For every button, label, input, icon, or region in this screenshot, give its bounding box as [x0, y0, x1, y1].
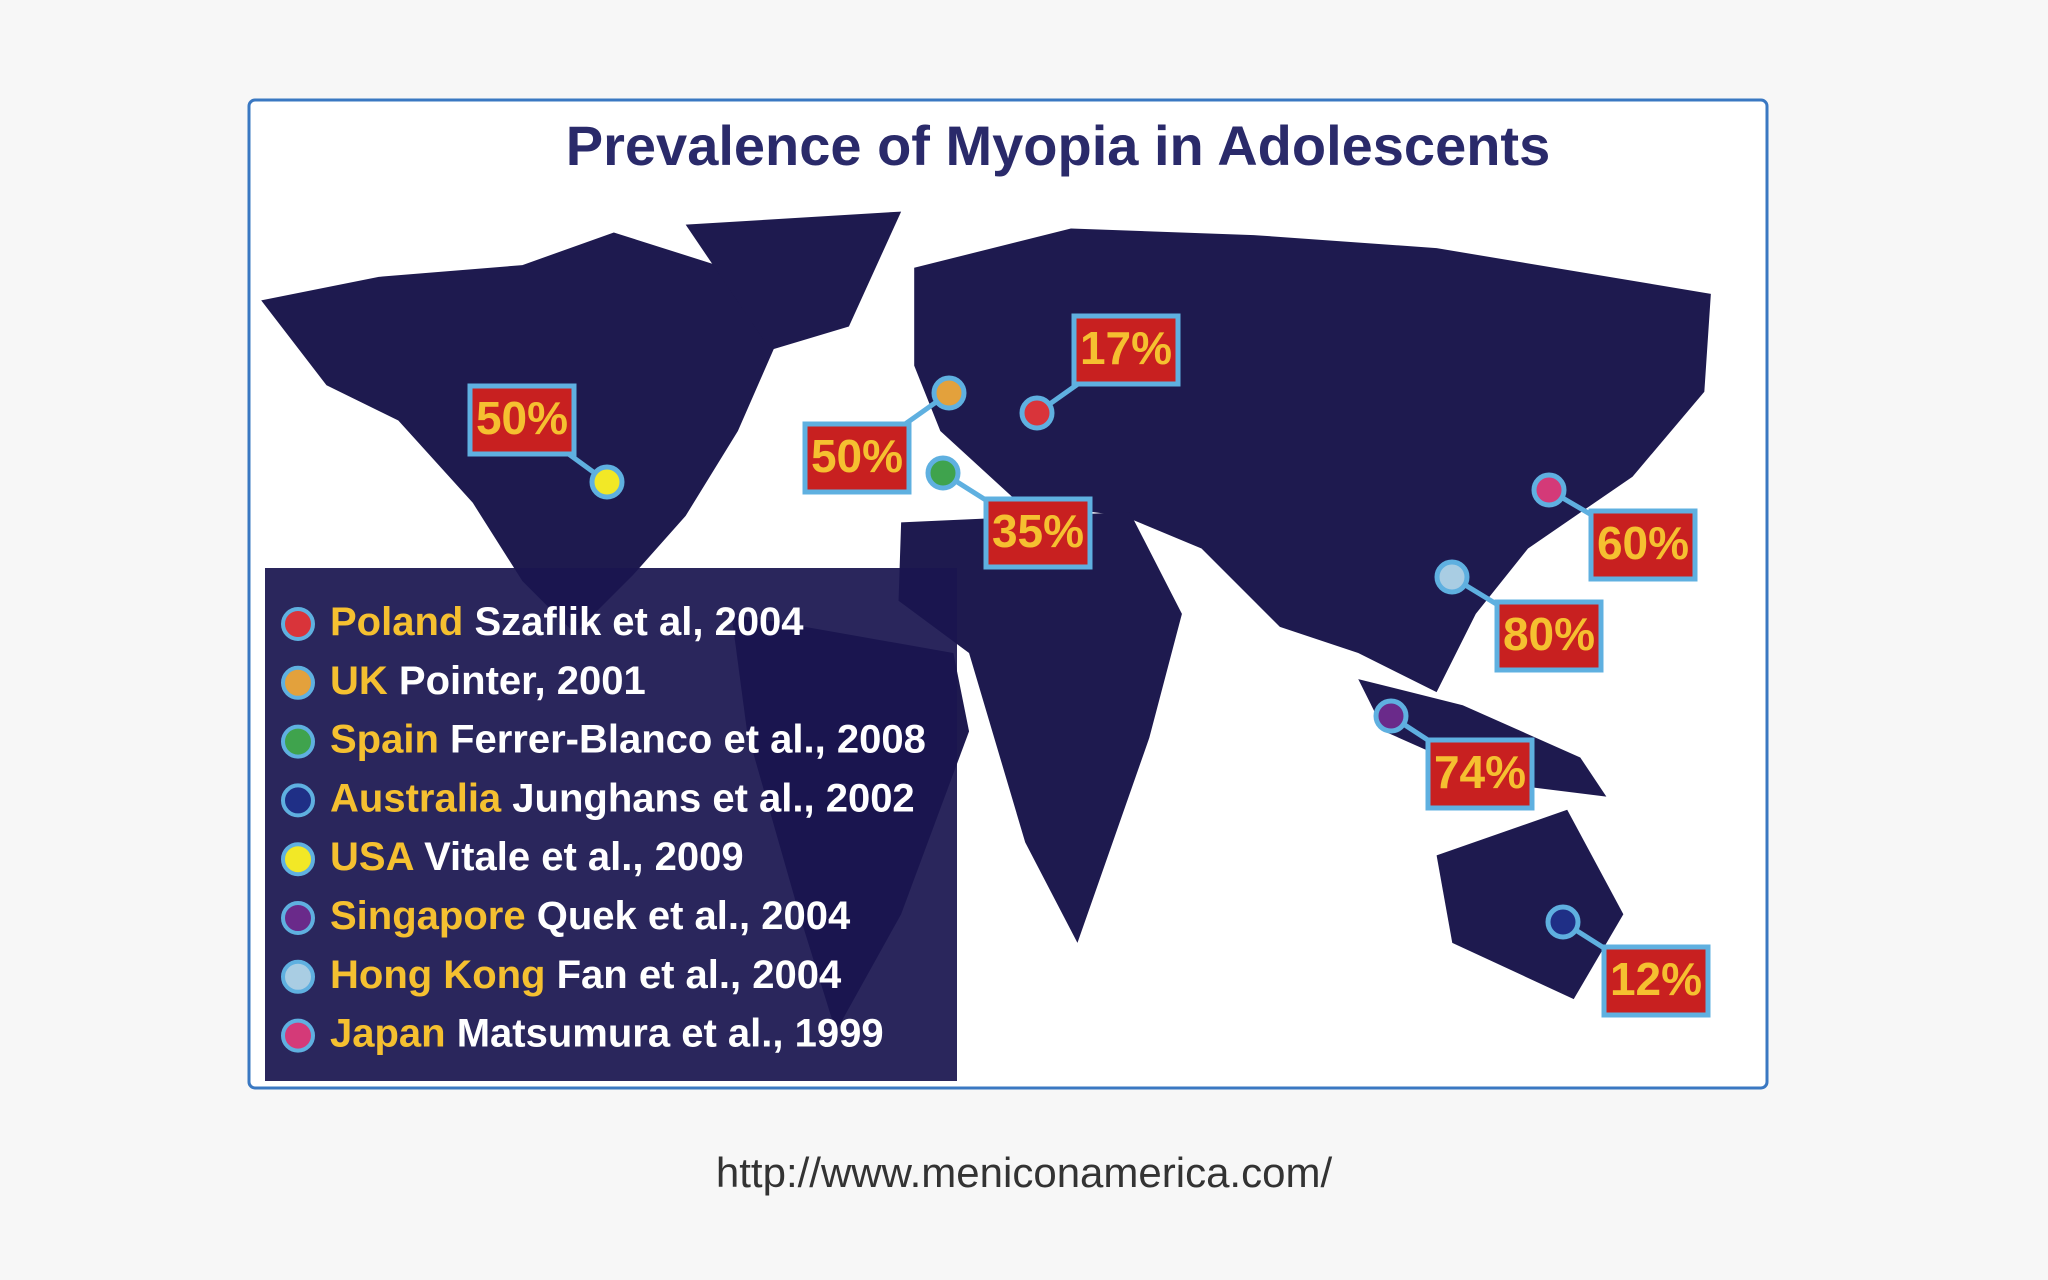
legend-citation: Szaflik et al, 2004 — [474, 600, 804, 644]
location-dot — [1019, 395, 1055, 431]
legend-dot — [281, 724, 315, 759]
value-label: 50% — [476, 392, 568, 444]
location-dot — [1531, 472, 1567, 508]
legend-citation: Junghans et al., 2002 — [512, 776, 914, 820]
legend-entry: Hong Kong Fan et al., 2004 — [330, 952, 842, 996]
source-url: http://www.meniconamerica.com/ — [716, 1149, 1333, 1196]
value-box — [1071, 313, 1181, 387]
value-label: 74% — [1434, 746, 1526, 798]
legend-entry: Spain Ferrer-Blanco et al., 2008 — [330, 717, 926, 761]
legend-entry: Poland Szaflik et al, 2004 — [330, 600, 804, 644]
legend-citation: Ferrer-Blanco et al., 2008 — [450, 717, 926, 761]
location-dot — [1434, 559, 1470, 595]
legend-entry: UK Pointer, 2001 — [330, 658, 646, 702]
legend-citation: Pointer, 2001 — [399, 658, 646, 702]
legend-dot — [281, 959, 315, 994]
location-dot — [1373, 698, 1409, 734]
location-dot — [1545, 904, 1581, 940]
value-box — [467, 383, 577, 457]
value-label: 80% — [1503, 608, 1595, 660]
location-dot — [931, 375, 967, 411]
location-dot — [925, 455, 961, 491]
value-box — [1425, 737, 1535, 811]
legend-country: Poland — [330, 600, 463, 644]
legend-country: Japan — [330, 1011, 446, 1055]
legend-citation: Matsumura et al., 1999 — [457, 1011, 884, 1055]
legend-citation: Vitale et al., 2009 — [424, 835, 743, 879]
value-label: 35% — [992, 505, 1084, 557]
value-box — [1601, 944, 1711, 1018]
legend-country: USA — [330, 835, 414, 879]
legend-dot — [281, 607, 315, 641]
value-label: 50% — [811, 430, 903, 482]
value-box — [802, 421, 912, 495]
legend-entry: Japan Matsumura et al., 1999 — [330, 1011, 884, 1055]
legend-country: Hong Kong — [330, 952, 546, 996]
value-box — [983, 496, 1093, 570]
legend-entry: Singapore Quek et al., 2004 — [330, 894, 851, 938]
legend-dot — [281, 665, 315, 700]
map-title: Prevalence of Myopia in Adolescents — [566, 114, 1550, 177]
value-box — [1588, 508, 1698, 582]
value-label: 17% — [1080, 322, 1172, 374]
legend-citation: Fan et al., 2004 — [557, 952, 842, 996]
legend-box — [265, 568, 957, 1081]
legend-dot — [281, 842, 315, 877]
legend-country: Australia — [330, 776, 502, 820]
value-label: 60% — [1597, 517, 1689, 569]
legend-citation: Quek et al., 2004 — [537, 894, 851, 938]
value-box — [1494, 599, 1604, 673]
legend-dot — [281, 901, 315, 935]
legend-country: Spain — [330, 717, 439, 761]
legend-dot — [281, 783, 315, 818]
legend-country: Singapore — [330, 894, 526, 938]
value-label: 12% — [1610, 953, 1702, 1005]
location-dot — [589, 464, 625, 500]
legend-entry: USA Vitale et al., 2009 — [330, 835, 744, 879]
legend-country: UK — [330, 658, 388, 702]
legend-dot — [281, 1018, 315, 1053]
legend-entry: Australia Junghans et al., 2002 — [330, 776, 915, 820]
